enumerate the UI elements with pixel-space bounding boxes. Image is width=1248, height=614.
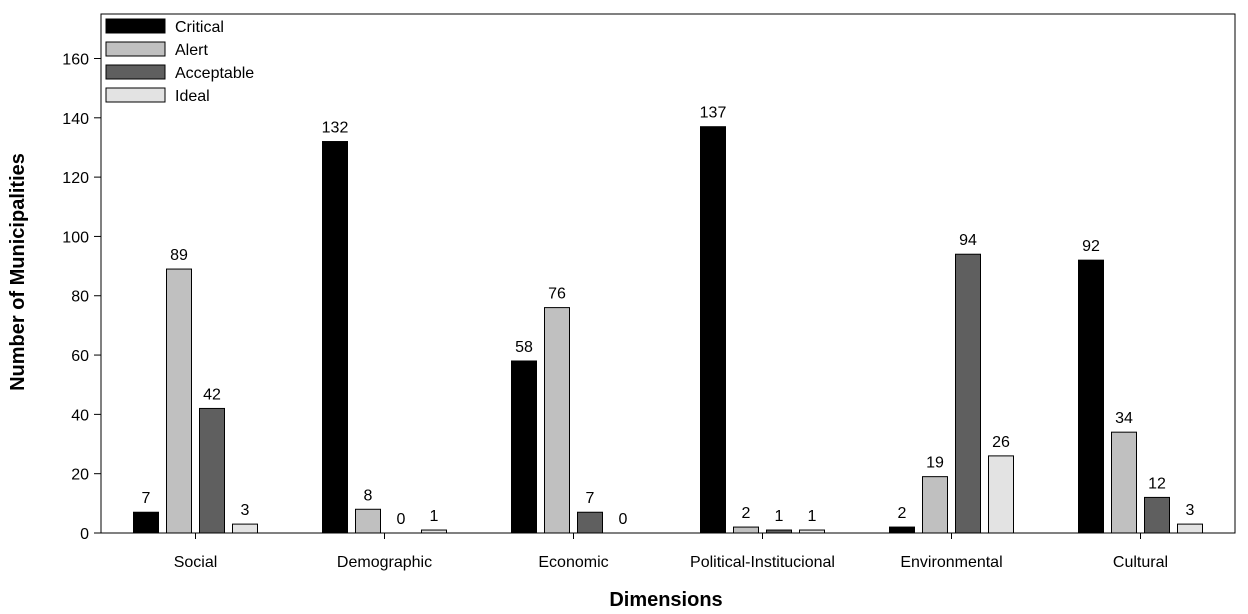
y-tick-label: 160 — [62, 51, 89, 68]
y-tick-label: 0 — [80, 526, 89, 543]
x-tick-label: Demographic — [337, 554, 432, 571]
data-label: 34 — [1115, 410, 1133, 427]
data-label: 2 — [898, 505, 907, 522]
data-label: 7 — [142, 490, 151, 507]
data-label: 76 — [548, 286, 566, 303]
bar-alert — [356, 509, 381, 533]
legend-swatch-acceptable — [106, 65, 165, 79]
data-label: 12 — [1148, 475, 1166, 492]
legend-swatch-critical — [106, 19, 165, 33]
bar-critical — [512, 361, 537, 533]
bar-acceptable — [956, 254, 981, 533]
data-label: 26 — [992, 434, 1010, 451]
bar-ideal — [233, 524, 258, 533]
x-tick-label: Economic — [538, 554, 608, 571]
legend-label-alert: Alert — [175, 42, 208, 59]
data-label: 1 — [808, 508, 817, 525]
bar-alert — [167, 269, 192, 533]
data-label: 1 — [775, 508, 784, 525]
bar-critical — [890, 527, 915, 533]
data-label: 3 — [1186, 502, 1195, 519]
x-tick-label: Environmental — [900, 554, 1002, 571]
bar-acceptable — [767, 530, 792, 533]
data-label: 0 — [397, 511, 406, 528]
bar-ideal — [422, 530, 447, 533]
bar-critical — [323, 142, 348, 533]
data-label: 2 — [742, 505, 751, 522]
plot-frame — [101, 14, 1235, 533]
data-label: 92 — [1082, 238, 1100, 255]
legend: Critical Alert Acceptable Ideal — [106, 19, 254, 105]
data-label: 0 — [619, 511, 628, 528]
y-tick-label: 60 — [71, 348, 89, 365]
data-label: 1 — [430, 508, 439, 525]
data-label: 137 — [700, 105, 727, 122]
bar-ideal — [989, 456, 1014, 533]
y-tick-label: 140 — [62, 111, 89, 128]
data-label: 3 — [241, 502, 250, 519]
data-label: 89 — [170, 247, 188, 264]
bar-acceptable — [1145, 497, 1170, 533]
data-label: 94 — [959, 232, 977, 249]
x-tick-label: Cultural — [1113, 554, 1168, 571]
legend-label-ideal: Ideal — [175, 88, 210, 105]
legend-label-acceptable: Acceptable — [175, 65, 254, 82]
bar-ideal — [1178, 524, 1203, 533]
x-tick-label: Political-Institucional — [690, 554, 835, 571]
bar-acceptable — [200, 408, 225, 533]
x-axis-title: Dimensions — [609, 589, 722, 611]
y-tick-label: 20 — [71, 467, 89, 484]
data-label: 42 — [203, 386, 221, 403]
bar-critical — [1079, 260, 1104, 533]
data-label: 58 — [515, 339, 533, 356]
bar-alert — [734, 527, 759, 533]
bar-series-group — [134, 127, 1203, 533]
bar-critical — [701, 127, 726, 533]
y-tick-label: 40 — [71, 407, 89, 424]
legend-swatch-alert — [106, 42, 165, 56]
y-tick-label: 120 — [62, 170, 89, 187]
bar-alert — [545, 308, 570, 533]
legend-label-critical: Critical — [175, 19, 224, 36]
data-label: 8 — [364, 487, 373, 504]
legend-swatch-ideal — [106, 88, 165, 102]
plot-area — [101, 14, 1235, 533]
data-label: 7 — [586, 490, 595, 507]
bar-alert — [1112, 432, 1137, 533]
data-label: 19 — [926, 455, 944, 472]
data-label: 132 — [322, 120, 349, 137]
bar-critical — [134, 512, 159, 533]
y-tick-label: 100 — [62, 229, 89, 246]
y-axis: 0 20 40 60 80 100 120 140 160 — [62, 51, 101, 543]
x-axis: Social Demographic Economic Political-Insti… — [174, 533, 1168, 571]
bar-ideal — [800, 530, 825, 533]
bar-acceptable — [578, 512, 603, 533]
bar-alert — [923, 477, 948, 533]
y-tick-label: 80 — [71, 289, 89, 306]
x-tick-label: Social — [174, 554, 218, 571]
y-axis-title: Number of Municipalities — [7, 153, 29, 391]
